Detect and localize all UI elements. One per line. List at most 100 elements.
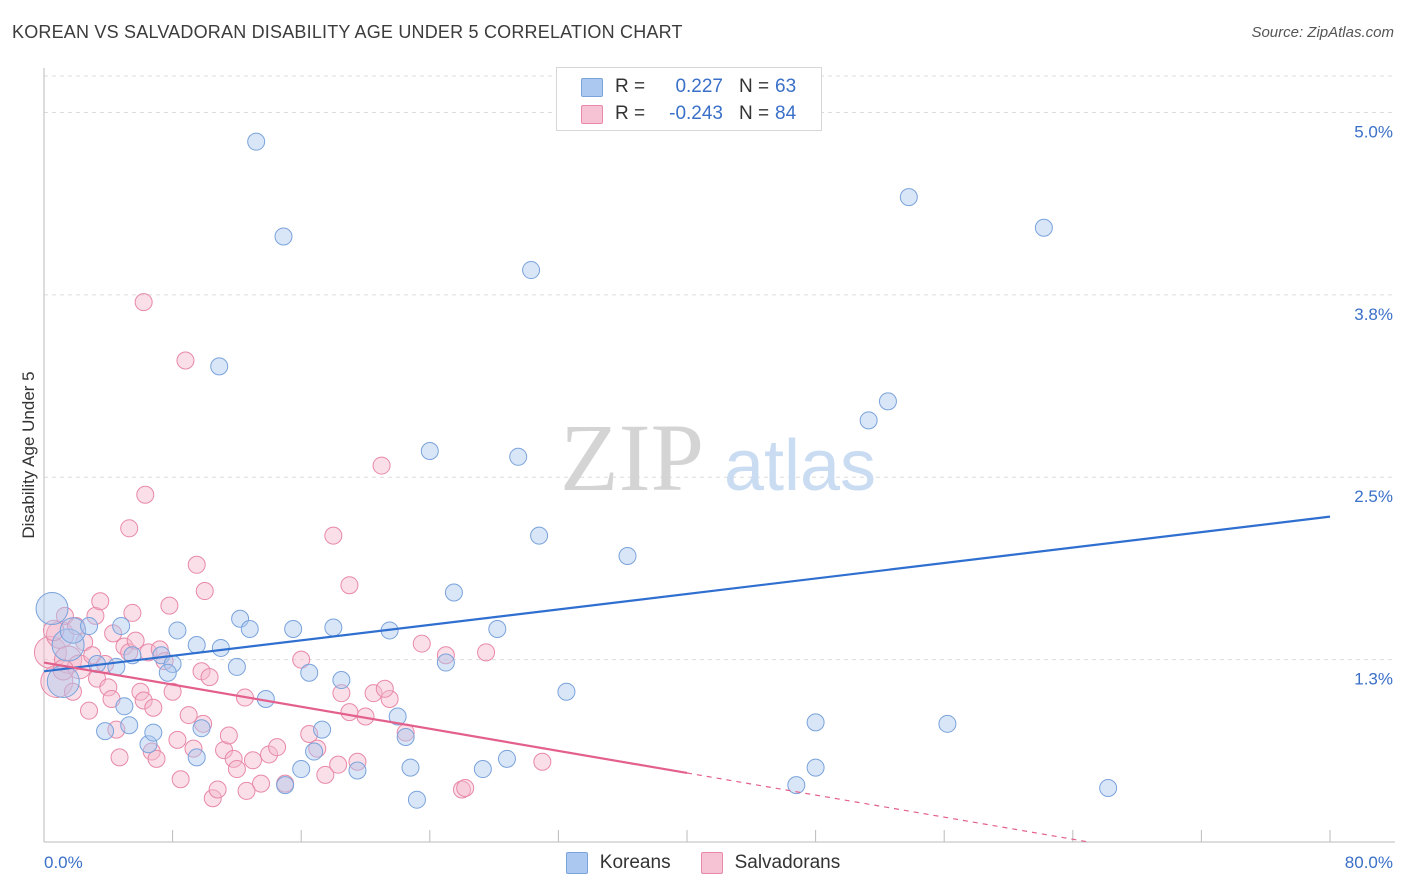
trend-lines [43,515,1331,843]
korean-point [284,619,303,638]
korean-point [806,713,825,732]
y-tick-label: 3.8% [1354,305,1393,324]
korean-point [247,132,266,151]
salvadoran-point [375,679,394,698]
korean-point [420,441,439,460]
salvadorans-swatch-icon [700,852,723,874]
salvadoran-point [120,519,139,538]
korean-point [158,663,177,682]
salvadoran-point [200,668,219,687]
salvadoran-point [208,780,227,799]
korean-point [806,758,825,777]
salvadoran-point [144,698,163,717]
koreans-swatch-icon [581,77,603,97]
korean-point [59,617,87,644]
salvadoran-point [224,749,243,768]
korean-point [240,619,259,638]
salvadorans-points [33,293,552,808]
korean-point [899,188,918,207]
watermark-atlas: atlas [724,426,876,506]
legend-item-koreans[interactable]: Koreans [565,852,671,874]
y-axis-label: Disability Age Under 5 [19,371,38,538]
salvadoran-point [308,739,327,758]
salvadoran-point [340,703,359,722]
korean-point [497,749,516,768]
salvadoran-point [456,779,475,798]
korean-point [436,653,455,672]
korean-point [192,719,211,738]
tick-labels: 1.3% 2.5% 3.8% 5.0% 0.0% 80.0% [44,122,1393,872]
korean-point [878,392,897,411]
legend-n-label: N = [739,103,770,124]
salvadoran-point [179,706,198,725]
salvadoran-point [243,751,262,770]
korean-point [313,720,332,739]
korean-point [859,411,878,430]
korean-point [211,638,230,657]
salvadoran-point [227,760,246,779]
korean-point [144,723,163,742]
legend-r-value: 0.227 [675,76,723,97]
korean-point [509,447,528,466]
korean-point [300,663,319,682]
korean-point [401,758,420,777]
salvadoran-point [168,730,187,749]
legend-n-value: 84 [775,103,797,124]
korean-point [274,227,293,246]
korean-point [938,714,957,733]
salvadoran-point [412,634,431,653]
x-tick-label-min: 0.0% [44,853,83,872]
salvadoran-point [83,646,102,665]
korean-point [80,617,99,636]
legend-n-value: 63 [775,76,797,97]
grid-lines [44,75,1395,661]
salvadoran-point [252,774,271,793]
legend-label-salvadorans: Salvadorans [734,852,841,873]
korean-point [348,761,367,780]
salvadoran-point [110,748,129,767]
chart-source: Source: ZipAtlas.com [1251,24,1394,41]
korean-point [388,707,407,726]
korean-point [227,657,246,676]
koreans-points [35,132,1118,809]
salvadoran-point [55,606,74,625]
salvadoran-point [477,643,496,662]
korean-point [51,628,85,662]
korean-point [473,760,492,779]
legend-item-salvadorans[interactable]: Salvadorans [700,852,841,874]
salvadoran-point [63,682,82,701]
korean-point [324,618,343,637]
korean-point [530,526,549,545]
salvadoran-point [160,596,179,615]
salvadoran-point [329,755,348,774]
y-tick-label: 2.5% [1354,487,1393,506]
salvadoran-point [237,781,256,800]
korean-point [396,727,415,746]
korean-point [112,617,131,636]
koreans-trend-line [43,515,1331,673]
korean-point [407,790,426,809]
y-tick-label: 1.3% [1354,670,1393,689]
legend-r-value: -0.243 [669,103,723,124]
salvadoran-point [126,631,145,650]
korean-point [115,697,134,716]
salvadoran-point [187,555,206,574]
watermark-zip: ZIP [560,404,704,511]
korean-point [139,735,158,754]
x-tick-label-max: 80.0% [1345,853,1393,872]
salvadoran-point [436,646,455,665]
korean-point [332,671,351,690]
salvadoran-point [332,684,351,703]
salvadoran-point [219,726,238,745]
salvadoran-point [380,690,399,709]
salvadoran-point [123,603,142,622]
salvadoran-point [364,684,383,703]
legend-row-koreans: R = 0.227 N = 63 [581,76,796,98]
korean-point [210,357,229,376]
salvadoran-point [533,752,552,771]
salvadoran-point [136,485,155,504]
salvadoran-point [91,592,110,611]
salvadoran-point [134,691,153,710]
salvadoran-point [324,526,343,545]
